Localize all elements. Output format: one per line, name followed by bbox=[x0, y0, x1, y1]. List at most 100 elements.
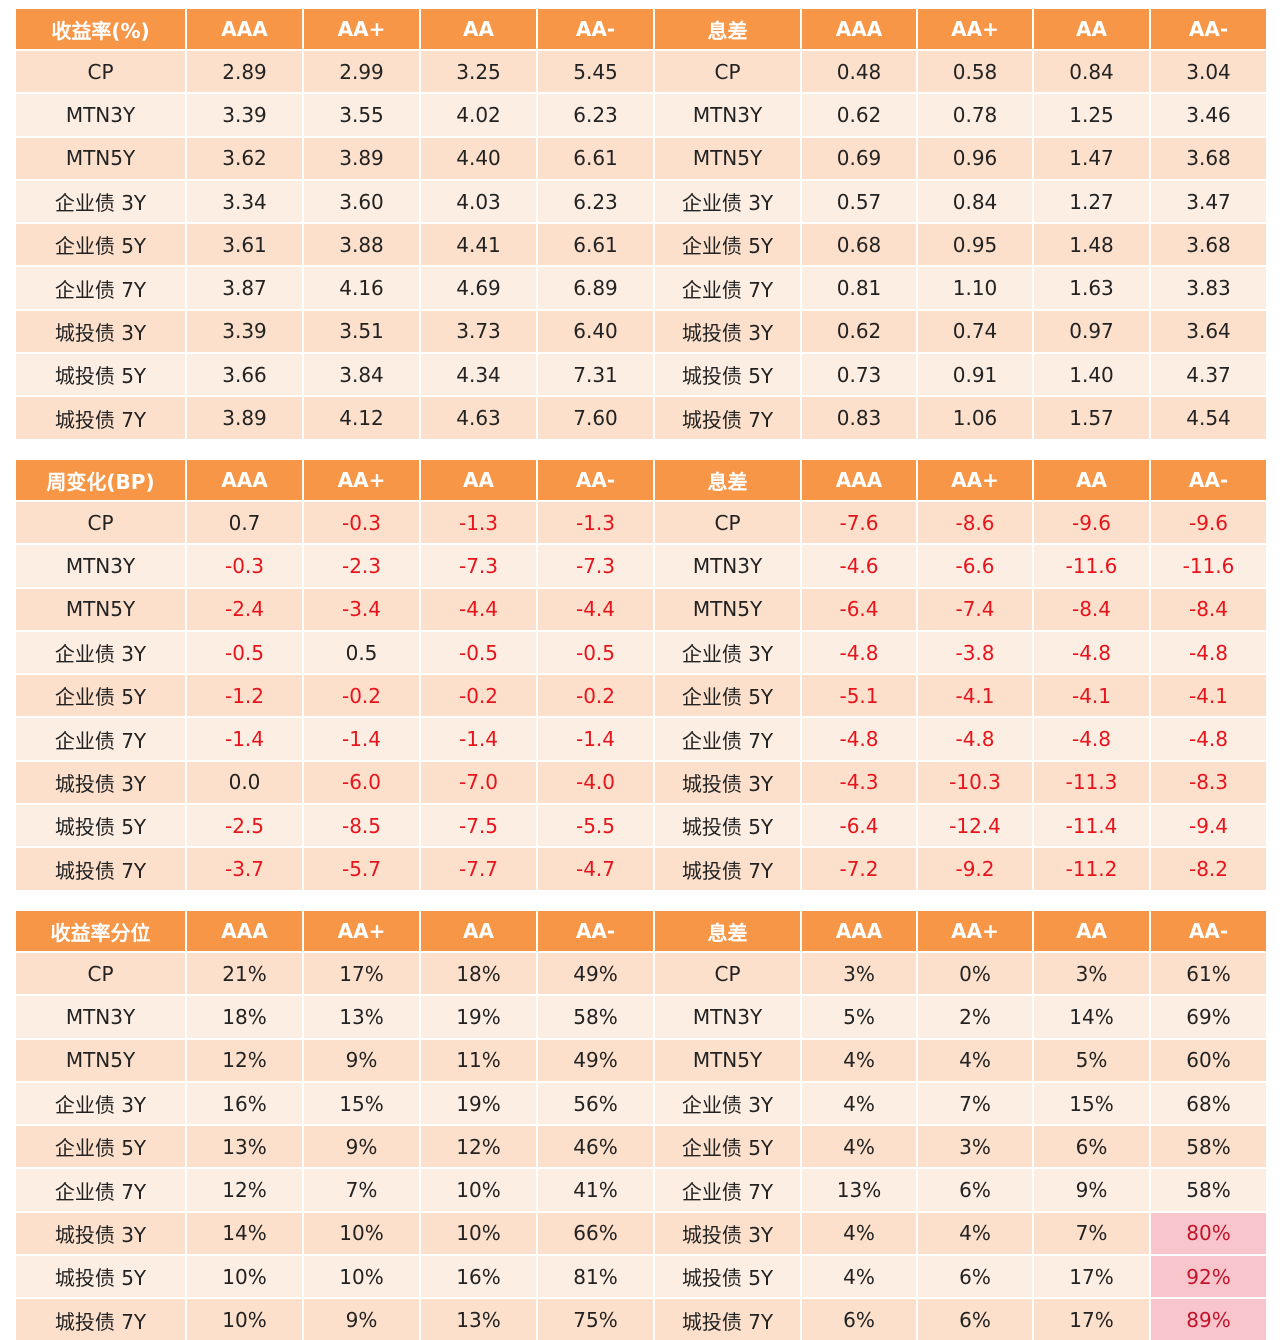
value-cell: 4.37 bbox=[1149, 352, 1268, 398]
value-cell: -0.5 bbox=[185, 629, 304, 676]
value-cell: 0.5 bbox=[302, 629, 421, 676]
value-cell: -8.3 bbox=[1149, 759, 1268, 806]
value-cell: 4% bbox=[800, 1210, 918, 1257]
value-cell: 6.23 bbox=[536, 92, 655, 138]
value-cell: -4.8 bbox=[916, 716, 1034, 762]
value-cell: 3.47 bbox=[1149, 178, 1268, 225]
value-cell: -3.8 bbox=[916, 629, 1034, 676]
value-cell: 6.89 bbox=[536, 265, 655, 311]
value-cell: 3.46 bbox=[1149, 92, 1268, 138]
value-cell: 0.78 bbox=[916, 92, 1034, 138]
value-cell: 0.48 bbox=[800, 48, 918, 95]
data-row: MTN3Y 18% 13% 19% 58% MTN3Y 5% 2% 14% 69% bbox=[14, 994, 1268, 1040]
value-cell: 4% bbox=[800, 1037, 918, 1083]
value-cell: -5.7 bbox=[302, 846, 421, 892]
value-cell: -4.8 bbox=[800, 716, 918, 762]
value-cell: -8.4 bbox=[1032, 586, 1151, 632]
value-cell: 49% bbox=[536, 1037, 655, 1083]
data-row: 企业债 5Y -1.2 -0.2 -0.2 -0.2 企业债 5Y -5.1 -4.1 -4.1… bbox=[14, 673, 1268, 719]
value-cell: 3.25 bbox=[419, 48, 538, 95]
header-cell: 收益率(%) bbox=[14, 7, 187, 51]
row-label: MTN5Y bbox=[653, 1037, 802, 1083]
data-row: 企业债 3Y 16% 15% 19% 56% 企业债 3Y 4% 7% 15% 68% bbox=[14, 1080, 1268, 1127]
value-cell: -11.4 bbox=[1032, 803, 1151, 849]
value-cell: -4.1 bbox=[1032, 673, 1151, 719]
header-cell: AA+ bbox=[916, 909, 1034, 953]
value-cell: 3.61 bbox=[185, 222, 304, 268]
value-cell: 4.41 bbox=[419, 222, 538, 268]
value-cell: 0.83 bbox=[800, 395, 918, 441]
value-cell: 0.84 bbox=[1032, 48, 1151, 95]
value-cell: 4% bbox=[800, 1124, 918, 1170]
value-cell: 2% bbox=[916, 994, 1034, 1040]
row-label: 企业债 7Y bbox=[14, 1167, 187, 1213]
row-label: 企业债 3Y bbox=[653, 178, 802, 225]
data-row: CP 0.7 -0.3 -1.3 -1.3 CP -7.6 -8.6 -9.6 -9.6 bbox=[14, 499, 1268, 546]
value-cell: 1.47 bbox=[1032, 135, 1151, 181]
value-cell: 5% bbox=[1032, 1037, 1151, 1083]
value-cell: 0.84 bbox=[916, 178, 1034, 225]
value-cell: 46% bbox=[536, 1124, 655, 1170]
value-cell: 68% bbox=[1149, 1080, 1268, 1127]
value-cell: -1.2 bbox=[185, 673, 304, 719]
value-cell: 0.68 bbox=[800, 222, 918, 268]
value-cell: 10% bbox=[302, 1254, 421, 1300]
header-cell: AAA bbox=[185, 458, 304, 502]
value-cell: -1.3 bbox=[536, 499, 655, 546]
value-cell: 3.66 bbox=[185, 352, 304, 398]
data-row: 企业债 3Y 3.34 3.60 4.03 6.23 企业债 3Y 0.57 0.84 1.27… bbox=[14, 178, 1268, 225]
value-cell: 41% bbox=[536, 1167, 655, 1213]
value-cell: 0.57 bbox=[800, 178, 918, 225]
value-cell: 10% bbox=[419, 1167, 538, 1213]
header-cell: AA- bbox=[536, 458, 655, 502]
row-label: 企业债 3Y bbox=[653, 1080, 802, 1127]
value-cell: 17% bbox=[1032, 1297, 1151, 1340]
value-cell: 2.99 bbox=[302, 48, 421, 95]
value-cell: 1.57 bbox=[1032, 395, 1151, 441]
row-label: 企业债 5Y bbox=[14, 673, 187, 719]
row-label: CP bbox=[653, 499, 802, 546]
value-cell: 56% bbox=[536, 1080, 655, 1127]
row-label: 城投债 3Y bbox=[14, 759, 187, 806]
data-table: 收益率(%) AAA AA+ AA AA- 息差 AAA AA+ AA AA- CP 2.89 2.99… bbox=[14, 7, 1268, 441]
value-cell: 12% bbox=[185, 1167, 304, 1213]
row-label: 城投债 3Y bbox=[14, 308, 187, 355]
value-cell: 58% bbox=[1149, 1124, 1268, 1170]
header-cell: AA+ bbox=[916, 7, 1034, 51]
value-cell: 3.89 bbox=[302, 135, 421, 181]
value-cell: 9% bbox=[302, 1037, 421, 1083]
value-cell: 3.88 bbox=[302, 222, 421, 268]
value-cell: 58% bbox=[536, 994, 655, 1040]
header-cell: 息差 bbox=[653, 7, 802, 51]
row-label: 城投债 5Y bbox=[14, 1254, 187, 1300]
header-row: 收益率(%) AAA AA+ AA AA- 息差 AAA AA+ AA AA- bbox=[14, 7, 1268, 51]
data-row: 城投债 3Y 14% 10% 10% 66% 城投债 3Y 4% 4% 7% 80% bbox=[14, 1210, 1268, 1257]
value-cell: -4.8 bbox=[800, 629, 918, 676]
value-cell: 10% bbox=[185, 1297, 304, 1340]
row-label: MTN3Y bbox=[14, 92, 187, 138]
row-label: MTN3Y bbox=[14, 543, 187, 589]
value-cell: -3.4 bbox=[302, 586, 421, 632]
value-cell: 5.45 bbox=[536, 48, 655, 95]
row-label: 城投债 7Y bbox=[653, 395, 802, 441]
value-cell: 4% bbox=[916, 1210, 1034, 1257]
value-cell: 0% bbox=[916, 950, 1034, 997]
value-cell: 1.48 bbox=[1032, 222, 1151, 268]
value-cell: -4.8 bbox=[1032, 629, 1151, 676]
header-cell: AA- bbox=[1149, 458, 1268, 502]
value-cell: 6% bbox=[1032, 1124, 1151, 1170]
value-cell: 19% bbox=[419, 1080, 538, 1127]
row-label: 城投债 5Y bbox=[653, 352, 802, 398]
value-cell: 6% bbox=[800, 1297, 918, 1340]
value-cell: 13% bbox=[800, 1167, 918, 1213]
value-cell: 89% bbox=[1149, 1297, 1268, 1340]
value-cell: -11.6 bbox=[1032, 543, 1151, 589]
value-cell: -6.4 bbox=[800, 803, 918, 849]
value-cell: -1.4 bbox=[536, 716, 655, 762]
row-label: MTN5Y bbox=[653, 135, 802, 181]
value-cell: 6% bbox=[916, 1167, 1034, 1213]
value-cell: 4.34 bbox=[419, 352, 538, 398]
value-cell: 3.51 bbox=[302, 308, 421, 355]
value-cell: 4.63 bbox=[419, 395, 538, 441]
value-cell: 1.40 bbox=[1032, 352, 1151, 398]
